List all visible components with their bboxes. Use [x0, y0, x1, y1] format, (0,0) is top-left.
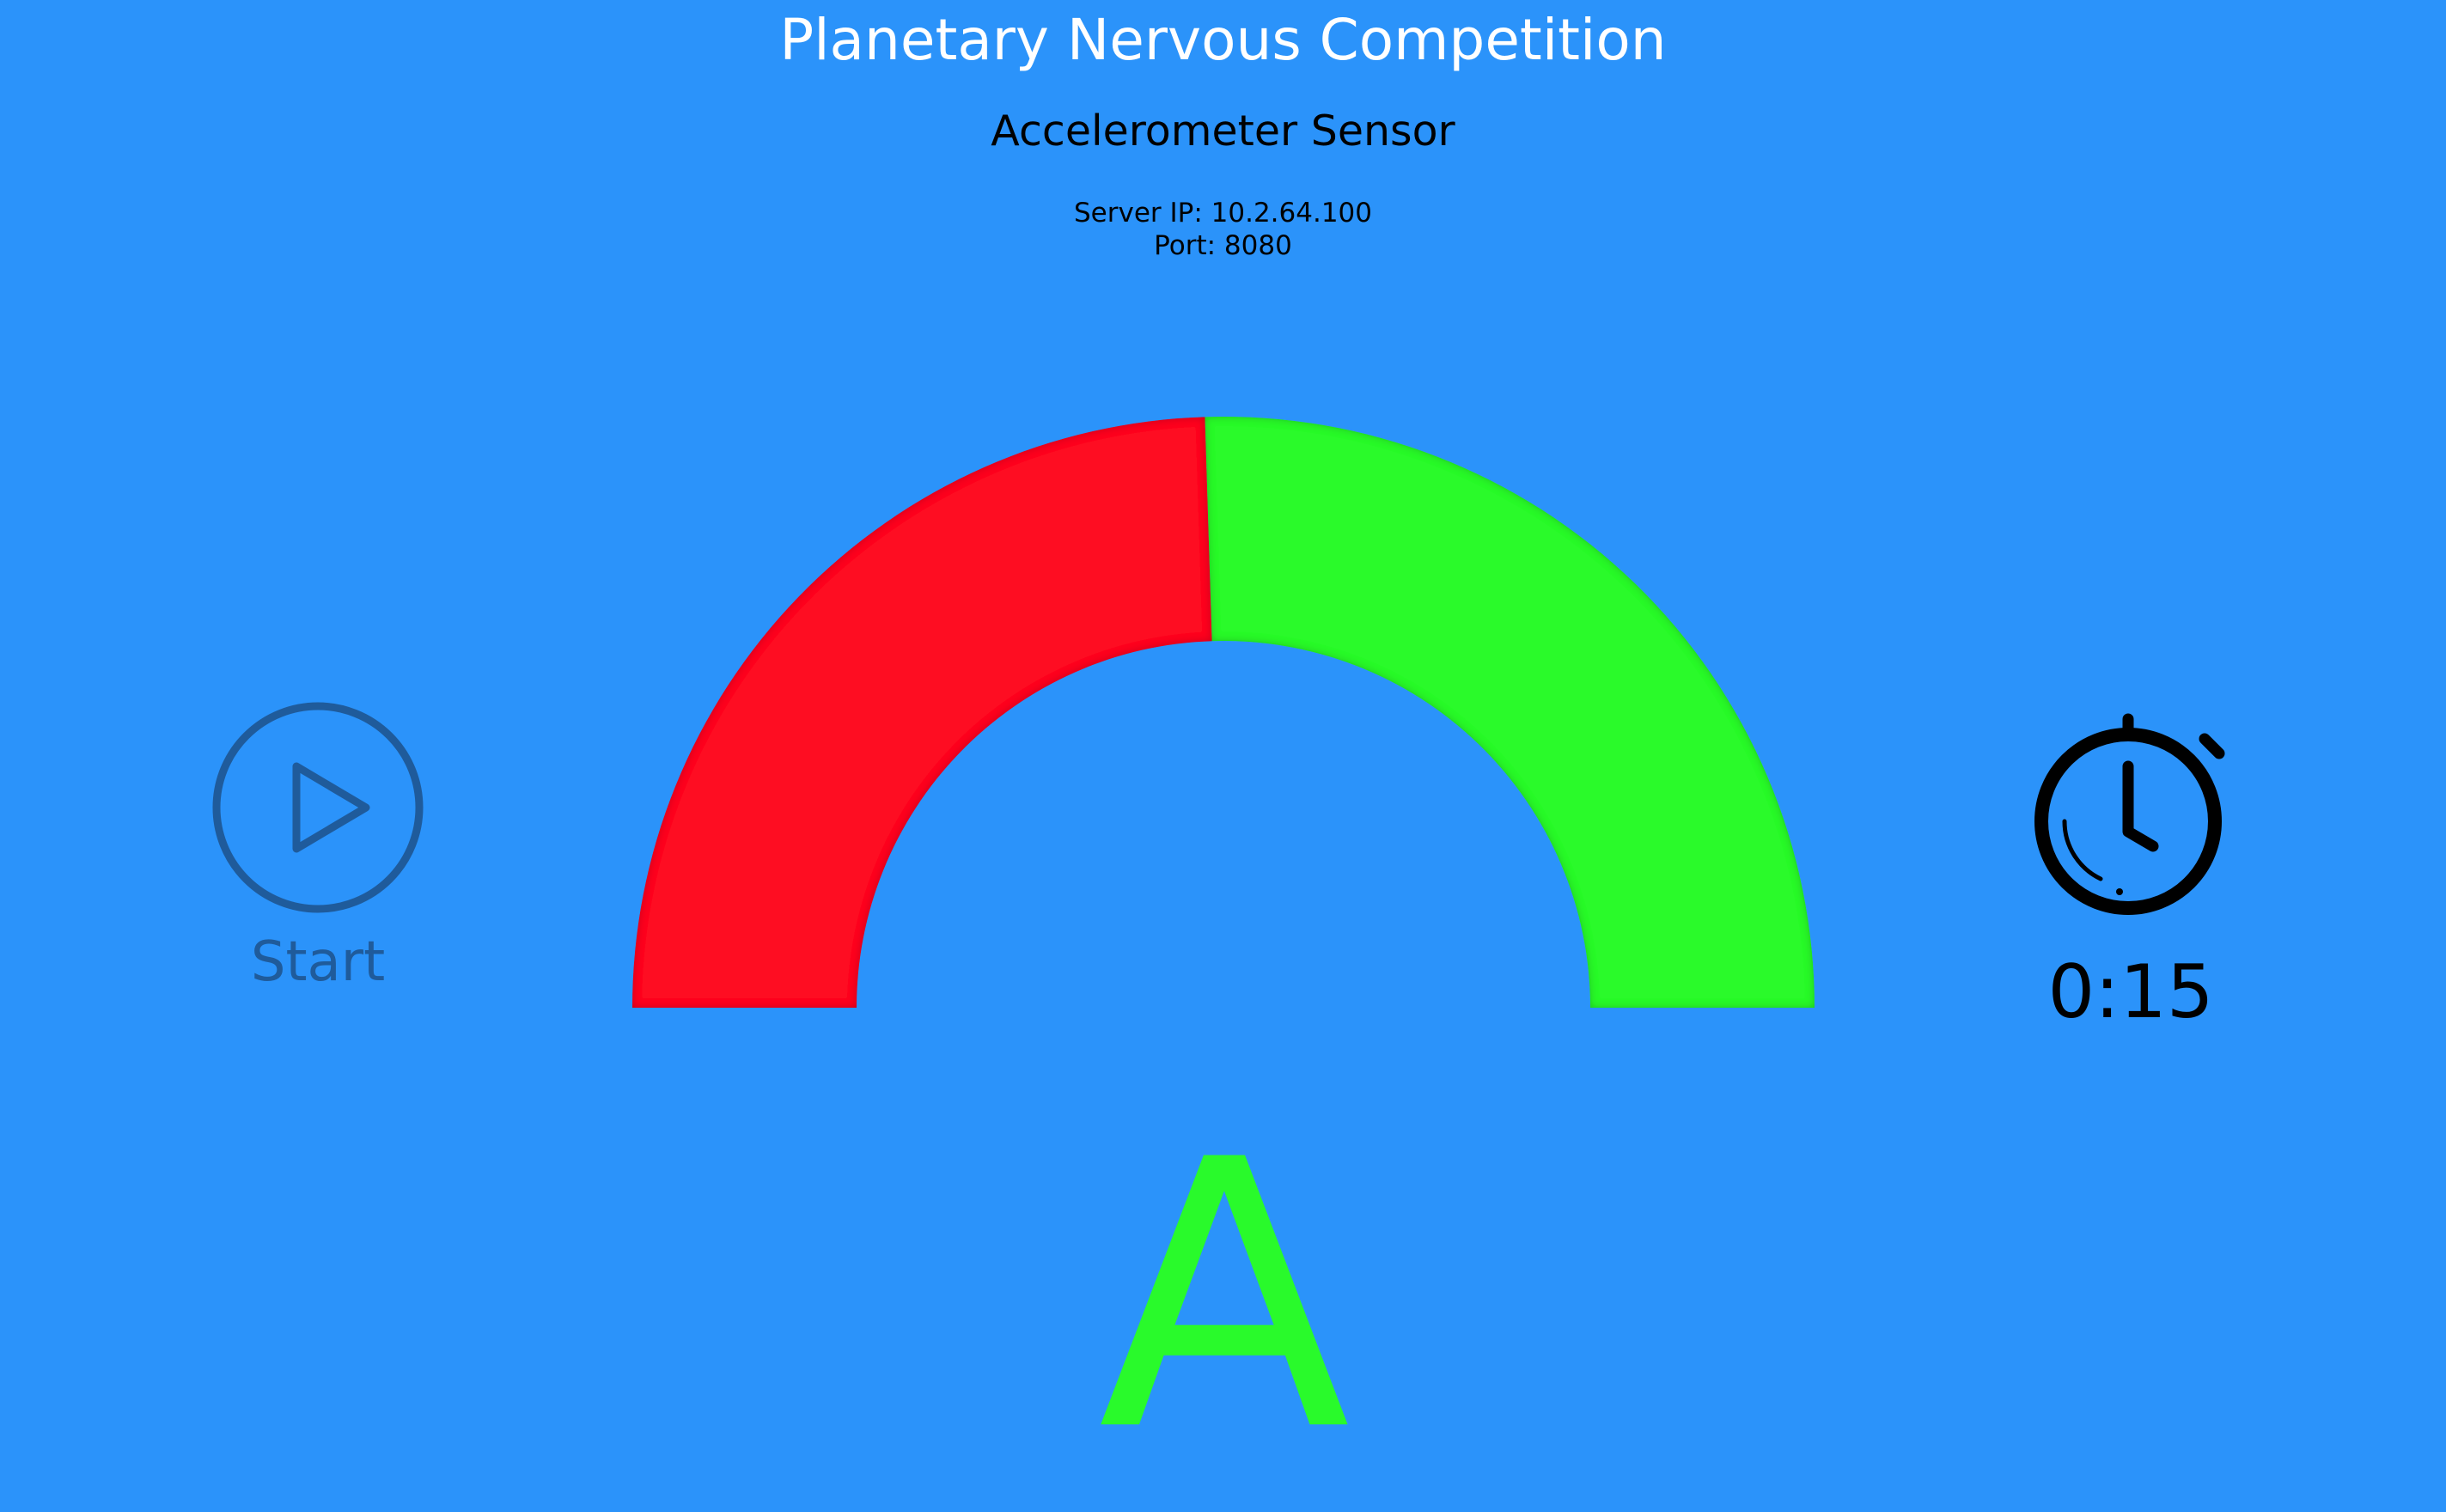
start-button[interactable]: Start: [189, 692, 447, 1009]
app-title: Planetary Nervous Competition: [779, 7, 1667, 73]
gauge: [632, 417, 1815, 1008]
status-letter: A: [1097, 1082, 1351, 1512]
stopwatch-icon: [2034, 713, 2225, 915]
start-label: Start: [250, 930, 386, 994]
timer-panel: 0:15: [2002, 687, 2260, 1048]
server-port: Port: 8080: [1154, 230, 1292, 261]
play-circle-icon: [212, 702, 424, 913]
timer-value: 0:15: [2047, 949, 2214, 1035]
gauge-remaining-segment: [1205, 417, 1815, 1008]
server-ip: Server IP: 10.2.64.100: [1074, 198, 1372, 229]
gauge-level-segment: [632, 417, 1212, 1008]
server-info: Server IP: 10.2.64.100 Port: 8080: [0, 197, 2446, 262]
sensor-name: Accelerometer Sensor: [991, 107, 1455, 155]
